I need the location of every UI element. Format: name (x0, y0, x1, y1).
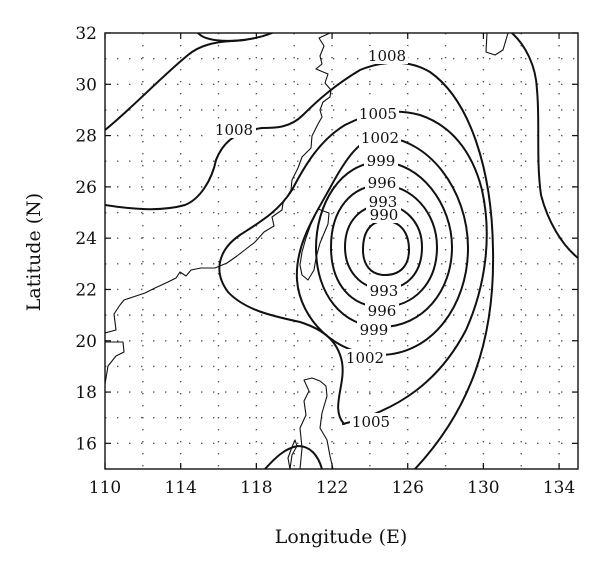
y-axis-title: Latitude (N) (23, 193, 45, 311)
isobar-1008-northwest (105, 33, 273, 131)
small-island (287, 439, 298, 469)
x-tick-label: 134 (543, 478, 575, 498)
contour-label-990: 990 (370, 206, 399, 224)
y-tick-label: 30 (75, 75, 97, 95)
map-content (105, 33, 578, 469)
contour-label-1005-top: 1005 (359, 105, 397, 123)
x-tick-label: 130 (467, 478, 499, 498)
luzon-island (299, 377, 334, 469)
contour-label-993-bottom: 993 (370, 282, 399, 300)
isobar-990 (362, 220, 410, 276)
isobar-1008-north (197, 33, 246, 42)
dotted-grid (105, 33, 578, 469)
x-tick-label: 110 (89, 478, 121, 498)
isobar-1011-south (264, 445, 323, 469)
x-tick-label: 118 (240, 478, 272, 498)
isobar-1008-northeast (511, 33, 578, 259)
x-tick-label: 122 (316, 478, 348, 498)
china-coastline (105, 33, 332, 334)
y-tick-label: 18 (75, 383, 97, 403)
y-tick-label: 32 (75, 24, 97, 44)
contour-label-996-bottom: 996 (368, 302, 397, 320)
isobar-1005 (218, 110, 488, 425)
contour-label-993-top: 993 (369, 193, 398, 211)
y-tick-label: 16 (75, 434, 97, 454)
y-tick-label: 28 (75, 127, 97, 147)
axis-ticks: 110 114 118 122 126 130 134 16 18 20 22 24 26 28 30 32 (75, 24, 578, 498)
taiwan-island (299, 208, 330, 281)
contour-labels: 1008 1008 1005 1002 999 996 993 990 993 … (212, 46, 408, 431)
leizhou-coast (105, 341, 125, 385)
contour-label-1008-west: 1008 (215, 121, 253, 139)
contour-label-1005-bottom: 1005 (352, 413, 390, 431)
isobar-1008-west-edge (105, 159, 217, 211)
isobar-1008-east (261, 61, 495, 469)
contour-label-1002-bottom: 1002 (346, 349, 384, 367)
x-tick-label: 126 (391, 478, 423, 498)
y-tick-label: 24 (75, 229, 97, 249)
y-tick-label: 20 (75, 332, 97, 352)
okinawa-island (485, 33, 509, 56)
plot-frame (104, 32, 579, 470)
y-tick-label: 26 (75, 178, 97, 198)
contour-label-996-top: 996 (368, 174, 397, 192)
contour-label-1008-top: 1008 (368, 47, 406, 65)
x-axis-title: Longitude (E) (275, 526, 408, 548)
y-tick-label: 22 (75, 280, 97, 300)
contour-label-999-bottom: 999 (360, 321, 389, 339)
x-tick-label: 114 (164, 478, 196, 498)
contour-label-999-top: 999 (367, 152, 396, 170)
contour-label-1002-top: 1002 (361, 129, 399, 147)
